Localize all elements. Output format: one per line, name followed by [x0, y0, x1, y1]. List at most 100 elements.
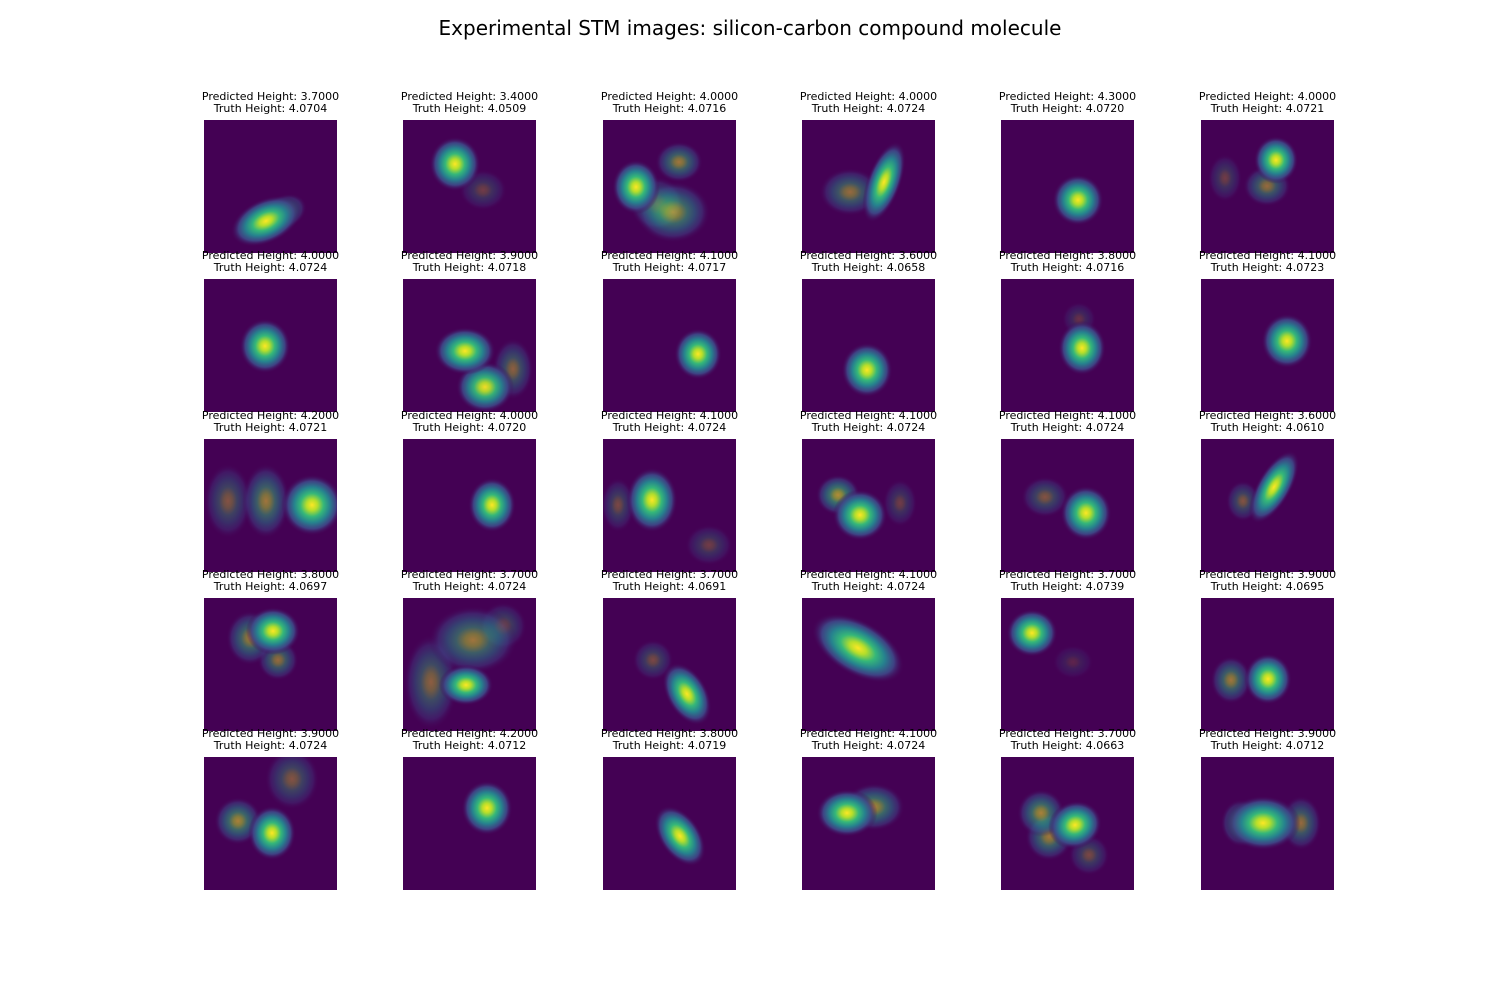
molecule-blob [1058, 320, 1106, 376]
panel-caption: Predicted Height: 4.1000 Truth Height: 4.… [769, 728, 968, 752]
molecule-blob [1244, 653, 1292, 705]
stm-panel: Predicted Height: 3.9000 Truth Height: 4.… [1168, 569, 1367, 739]
molecule-blob [832, 489, 888, 541]
truth-height-label: Truth Height: 4.0720 [1010, 102, 1125, 115]
molecule-blob [811, 613, 905, 683]
predicted-height-label: Predicted Height: 3.4000 [400, 90, 539, 103]
predicted-height-label: Predicted Height: 4.0000 [400, 409, 539, 422]
stm-image [1001, 439, 1134, 572]
molecule-blob [434, 327, 496, 375]
stm-panel: Predicted Height: 3.8000 Truth Height: 4.… [570, 728, 769, 898]
stm-panel: Predicted Height: 4.1000 Truth Height: 4.… [570, 250, 769, 420]
stm-image [1201, 120, 1334, 253]
panel-caption: Predicted Height: 3.7000 Truth Height: 4.… [570, 569, 769, 593]
molecule-blob [685, 524, 733, 566]
molecule-blob [242, 463, 290, 539]
predicted-height-label: Predicted Height: 4.2000 [201, 409, 340, 422]
molecule-blob [230, 195, 302, 247]
panel-caption: Predicted Height: 3.7000 Truth Height: 4.… [171, 91, 370, 115]
truth-height-label: Truth Height: 4.0724 [1010, 421, 1125, 434]
truth-height-label: Truth Height: 4.0724 [811, 102, 926, 115]
molecule-blob [655, 141, 703, 183]
predicted-height-label: Predicted Height: 3.9000 [1198, 727, 1337, 740]
truth-height-label: Truth Height: 4.0695 [1210, 580, 1325, 593]
predicted-height-label: Predicted Height: 3.7000 [400, 568, 539, 581]
stm-panel: Predicted Height: 4.0000 Truth Height: 4.… [171, 250, 370, 420]
truth-height-label: Truth Height: 4.0723 [1210, 261, 1325, 274]
truth-height-label: Truth Height: 4.0712 [1210, 739, 1325, 752]
molecule-blob [1060, 485, 1112, 541]
predicted-height-label: Predicted Height: 4.0000 [799, 90, 938, 103]
stm-panel: Predicted Height: 4.1000 Truth Height: 4.… [769, 728, 968, 898]
truth-height-label: Truth Height: 4.0658 [811, 261, 926, 274]
stm-image [204, 120, 337, 253]
stm-panel: Predicted Height: 4.0000 Truth Height: 4.… [1168, 91, 1367, 261]
stm-image [802, 120, 935, 253]
molecule-blob [626, 467, 678, 533]
stm-panel: Predicted Height: 3.9000 Truth Height: 4.… [171, 728, 370, 898]
stm-image [802, 279, 935, 412]
stm-image [802, 757, 935, 890]
molecule-blob [603, 477, 635, 533]
panel-caption: Predicted Height: 4.0000 Truth Height: 4.… [570, 91, 769, 115]
truth-height-label: Truth Height: 4.0721 [213, 421, 328, 434]
stm-panel: Predicted Height: 4.1000 Truth Height: 4.… [570, 410, 769, 580]
stm-panel: Predicted Height: 4.2000 Truth Height: 4.… [370, 728, 569, 898]
molecule-blob [612, 159, 660, 215]
stm-panel: Predicted Height: 4.0000 Truth Height: 4.… [769, 91, 968, 261]
predicted-height-label: Predicted Height: 4.1000 [600, 249, 739, 262]
panel-caption: Predicted Height: 3.7000 Truth Height: 4.… [968, 728, 1167, 752]
stm-image [1001, 279, 1134, 412]
predicted-height-label: Predicted Height: 3.8000 [600, 727, 739, 740]
stm-panel: Predicted Height: 4.0000 Truth Height: 4.… [570, 91, 769, 261]
molecule-blob [245, 607, 301, 655]
molecule-blob [438, 664, 494, 706]
panel-caption: Predicted Height: 4.3000 Truth Height: 4.… [968, 91, 1167, 115]
panel-caption: Predicted Height: 3.4000 Truth Height: 4.… [370, 91, 569, 115]
molecule-blob [239, 318, 291, 374]
truth-height-label: Truth Height: 4.0663 [1010, 739, 1125, 752]
truth-height-label: Truth Height: 4.0724 [213, 261, 328, 274]
molecule-blob [468, 477, 516, 533]
stm-panel: Predicted Height: 4.2000 Truth Height: 4.… [171, 410, 370, 580]
panel-caption: Predicted Height: 4.0000 Truth Height: 4.… [1168, 91, 1367, 115]
molecule-blob [281, 474, 337, 536]
truth-height-label: Truth Height: 4.0717 [612, 261, 727, 274]
molecule-blob [461, 780, 513, 836]
stm-panel: Predicted Height: 3.7000 Truth Height: 4.… [968, 569, 1167, 739]
stm-image [403, 598, 536, 731]
figure-title: Experimental STM images: silicon-carbon … [438, 16, 1062, 40]
molecule-blob [862, 141, 906, 223]
predicted-height-label: Predicted Height: 3.8000 [201, 568, 340, 581]
stm-image [403, 757, 536, 890]
panel-caption: Predicted Height: 3.6000 Truth Height: 4.… [769, 250, 968, 274]
stm-panel: Predicted Height: 3.9000 Truth Height: 4.… [370, 250, 569, 420]
predicted-height-label: Predicted Height: 4.0000 [600, 90, 739, 103]
predicted-height-label: Predicted Height: 3.7000 [201, 90, 340, 103]
stm-image [204, 598, 337, 731]
molecule-blob [662, 662, 712, 726]
molecule-blob [816, 789, 878, 837]
molecule-blob [654, 805, 706, 867]
predicted-height-label: Predicted Height: 3.7000 [998, 568, 1137, 581]
panel-caption: Predicted Height: 4.1000 Truth Height: 4.… [769, 410, 968, 434]
panel-caption: Predicted Height: 4.0000 Truth Height: 4.… [370, 410, 569, 434]
molecule-blob [1048, 800, 1102, 850]
truth-height-label: Truth Height: 4.0724 [213, 739, 328, 752]
predicted-height-label: Predicted Height: 3.9000 [201, 727, 340, 740]
stm-image [603, 439, 736, 572]
stm-panel: Predicted Height: 3.4000 Truth Height: 4.… [370, 91, 569, 261]
panel-caption: Predicted Height: 4.2000 Truth Height: 4.… [370, 728, 569, 752]
predicted-height-label: Predicted Height: 3.6000 [1198, 409, 1337, 422]
panel-caption: Predicted Height: 3.8000 Truth Height: 4.… [171, 569, 370, 593]
truth-height-label: Truth Height: 4.0704 [213, 102, 328, 115]
molecule-blob [674, 328, 722, 380]
panel-caption: Predicted Height: 4.1000 Truth Height: 4.… [570, 250, 769, 274]
stm-image [1001, 120, 1134, 253]
molecule-blob [264, 757, 320, 810]
stm-image [1001, 757, 1134, 890]
stm-image [204, 439, 337, 572]
predicted-height-label: Predicted Height: 3.8000 [998, 249, 1137, 262]
molecule-blob [1052, 645, 1094, 679]
panel-caption: Predicted Height: 3.7000 Truth Height: 4.… [968, 569, 1167, 593]
